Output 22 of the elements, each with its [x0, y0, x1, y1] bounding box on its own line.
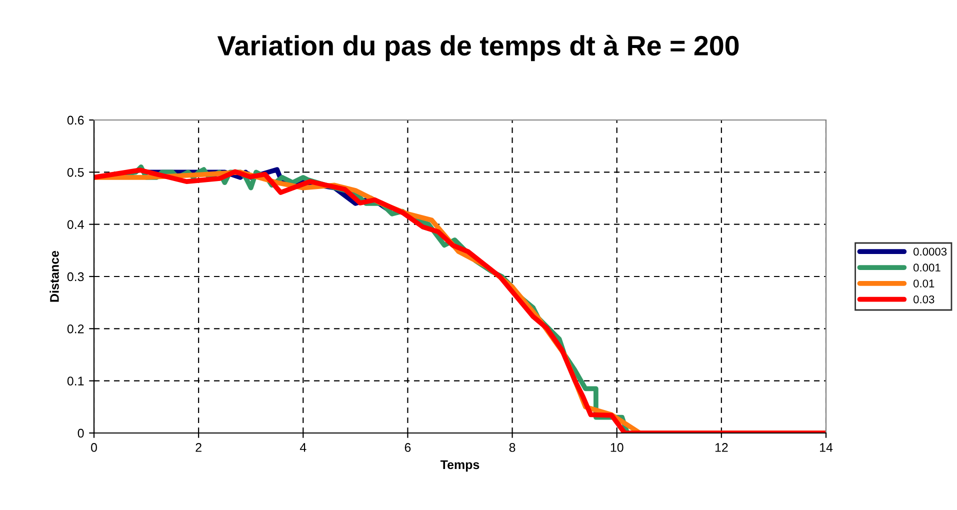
x-tick-label: 14: [820, 443, 833, 452]
x-tick-label: 0: [91, 443, 97, 452]
x-tick-label: 6: [404, 443, 411, 452]
legend-label: 0.0003: [913, 248, 947, 256]
y-tick-label: 0.4: [67, 220, 84, 229]
x-tick-label: 4: [300, 443, 306, 452]
legend-label: 0.03: [913, 295, 934, 304]
x-axis-title: Temps: [440, 460, 480, 472]
y-tick-label: 0.3: [67, 272, 84, 282]
y-tick-label: 0.2: [67, 324, 84, 334]
y-axis-title: Distance: [50, 250, 59, 302]
chart-title: Variation du pas de temps dt à Re = 200: [217, 34, 739, 62]
y-tick-label: 0.5: [67, 168, 84, 177]
x-tick-label: 12: [715, 443, 728, 452]
x-tick-label: 10: [610, 443, 624, 452]
x-tick-label: 2: [196, 443, 202, 452]
x-tick-label: 8: [509, 443, 516, 452]
legend-label: 0.001: [913, 264, 940, 272]
y-tick-label: 0.6: [67, 116, 84, 125]
y-tick-label: 0.1: [67, 376, 84, 386]
legend-label: 0.01: [913, 280, 934, 288]
y-tick-label: 0: [78, 428, 84, 438]
